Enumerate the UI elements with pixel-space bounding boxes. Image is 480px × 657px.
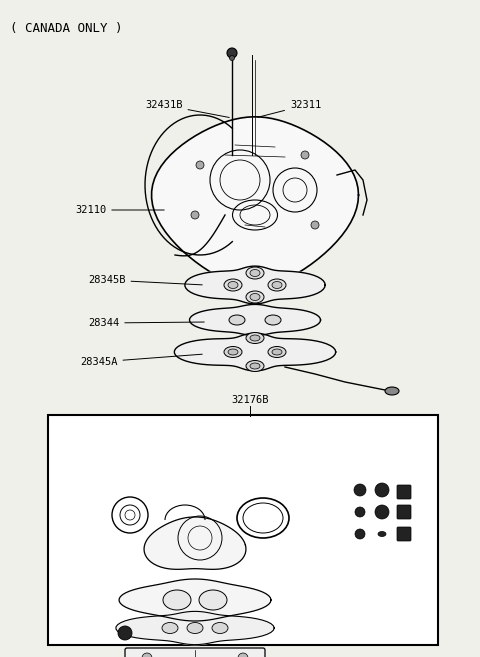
Circle shape — [311, 221, 319, 229]
Polygon shape — [144, 517, 246, 570]
Polygon shape — [119, 579, 271, 621]
Circle shape — [229, 55, 235, 60]
Text: 28345B: 28345B — [88, 275, 202, 285]
Circle shape — [238, 653, 248, 657]
Ellipse shape — [228, 349, 238, 355]
Text: 32176B: 32176B — [231, 395, 269, 405]
Text: 28344: 28344 — [88, 318, 204, 328]
Circle shape — [118, 626, 132, 640]
Ellipse shape — [162, 622, 178, 633]
Ellipse shape — [246, 267, 264, 279]
Circle shape — [142, 653, 152, 657]
Ellipse shape — [250, 335, 260, 341]
Ellipse shape — [187, 622, 203, 633]
FancyBboxPatch shape — [125, 648, 265, 657]
Ellipse shape — [246, 291, 264, 303]
Ellipse shape — [272, 281, 282, 288]
Ellipse shape — [212, 622, 228, 633]
Polygon shape — [185, 266, 325, 304]
Ellipse shape — [268, 346, 286, 357]
Ellipse shape — [163, 590, 191, 610]
Ellipse shape — [250, 363, 260, 369]
FancyBboxPatch shape — [397, 485, 411, 499]
Ellipse shape — [246, 332, 264, 344]
Circle shape — [375, 483, 389, 497]
Ellipse shape — [246, 361, 264, 371]
Ellipse shape — [250, 269, 260, 277]
Circle shape — [191, 211, 199, 219]
FancyBboxPatch shape — [397, 505, 411, 519]
Bar — [48, 415, 438, 645]
Polygon shape — [116, 612, 274, 645]
Ellipse shape — [224, 346, 242, 357]
Ellipse shape — [228, 281, 238, 288]
Circle shape — [301, 151, 309, 159]
Ellipse shape — [199, 590, 227, 610]
Circle shape — [375, 505, 389, 519]
Ellipse shape — [378, 532, 386, 537]
Polygon shape — [190, 304, 321, 336]
Circle shape — [355, 529, 365, 539]
Polygon shape — [152, 117, 359, 287]
Polygon shape — [174, 333, 336, 371]
Text: 32431B: 32431B — [145, 100, 229, 118]
Ellipse shape — [224, 279, 242, 291]
Circle shape — [354, 484, 366, 496]
Text: ( CANADA ONLY ): ( CANADA ONLY ) — [10, 22, 122, 35]
Circle shape — [227, 48, 237, 58]
Ellipse shape — [250, 294, 260, 300]
Text: 32110: 32110 — [75, 205, 164, 215]
Ellipse shape — [265, 315, 281, 325]
Ellipse shape — [229, 315, 245, 325]
Text: 28345A: 28345A — [80, 354, 202, 367]
FancyBboxPatch shape — [397, 527, 411, 541]
Text: 32311: 32311 — [258, 100, 321, 118]
Circle shape — [355, 507, 365, 517]
Circle shape — [196, 161, 204, 169]
Ellipse shape — [272, 349, 282, 355]
Ellipse shape — [385, 387, 399, 395]
Ellipse shape — [268, 279, 286, 291]
